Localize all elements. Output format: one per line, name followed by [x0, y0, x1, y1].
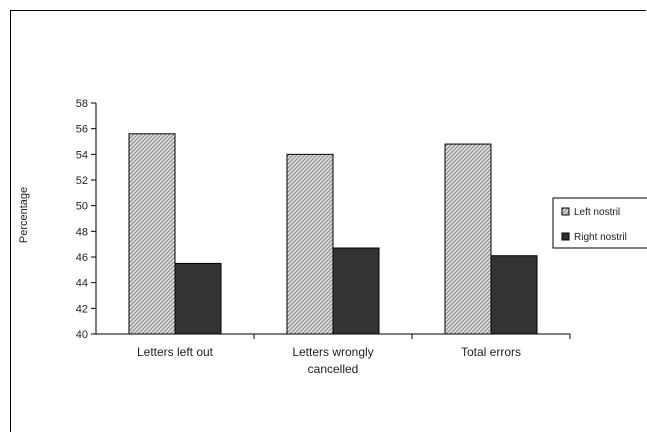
legend-label-1: Right nostril	[574, 232, 627, 243]
bar-left-nostril-2	[444, 143, 492, 335]
bar-right-nostril-0	[174, 262, 222, 335]
y-tick-label-50: 50	[76, 201, 88, 213]
y-tick-label-48: 48	[76, 226, 88, 238]
bars	[128, 133, 538, 335]
chart-frame	[10, 10, 646, 432]
legend-swatch-0	[561, 207, 570, 216]
y-tick-label-40: 40	[76, 329, 88, 341]
bar-left-nostril-0	[128, 133, 176, 335]
y-axis-label: Percentage	[18, 187, 30, 243]
y-tick-label-42: 42	[76, 303, 88, 315]
y-tick-label-58: 58	[76, 98, 88, 110]
y-tick-label-44: 44	[76, 278, 88, 290]
x-tick-label-0: Letters left out	[137, 345, 214, 359]
legend-label-0: Left nostril	[574, 207, 620, 218]
y-tick-label-46: 46	[76, 252, 88, 264]
legend: Left nostril Right nostril	[552, 197, 647, 249]
x-tick-label-1: Letters wrongly cancelled	[292, 345, 373, 376]
y-tick-label-56: 56	[76, 124, 88, 136]
y-tick-label-52: 52	[76, 175, 88, 187]
x-tick-label-2: Total errors	[461, 345, 521, 359]
x-tick-labels: Letters left out Letters wrongly cancelled…	[137, 334, 571, 376]
bar-right-nostril-1	[332, 247, 380, 335]
legend-swatch-1	[561, 232, 570, 241]
bar-right-nostril-2	[490, 255, 538, 335]
y-ticks: 40 42 44 46 48 50 52 54 56 58	[76, 98, 96, 341]
y-tick-label-54: 54	[76, 149, 88, 161]
bar-left-nostril-1	[286, 153, 334, 335]
